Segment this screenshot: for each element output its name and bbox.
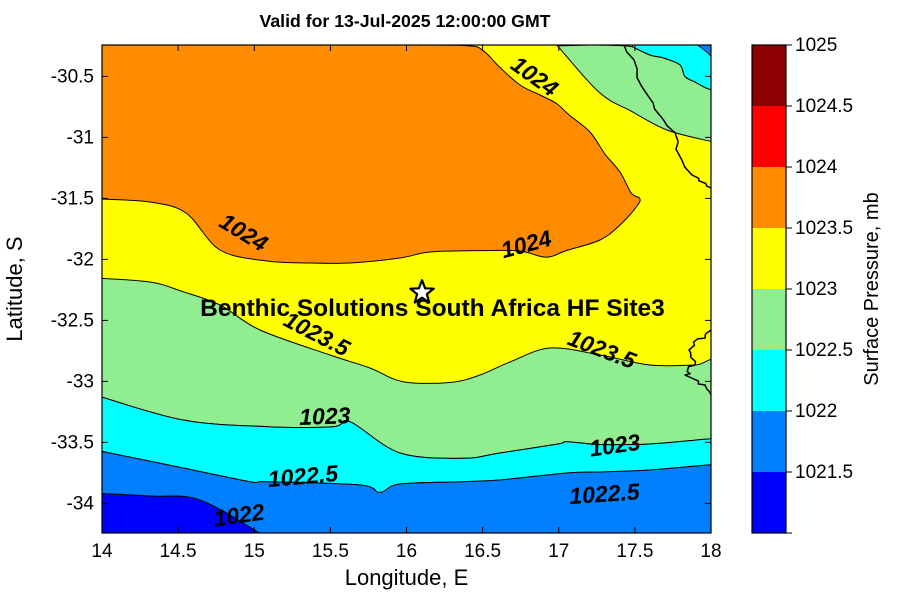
svg-text:-32.5: -32.5 bbox=[51, 311, 94, 332]
svg-text:Latitude, S: Latitude, S bbox=[2, 236, 27, 341]
svg-text:1024: 1024 bbox=[795, 157, 838, 178]
svg-text:1022.5: 1022.5 bbox=[795, 340, 853, 361]
svg-text:1022.5: 1022.5 bbox=[568, 478, 641, 509]
svg-text:-34: -34 bbox=[67, 494, 95, 515]
svg-text:Benthic Solutions South Africa: Benthic Solutions South Africa HF Site3 bbox=[200, 295, 665, 322]
svg-text:16: 16 bbox=[396, 541, 417, 562]
svg-text:1023: 1023 bbox=[795, 279, 837, 300]
svg-text:1023.5: 1023.5 bbox=[795, 218, 853, 239]
svg-text:Surface Pressure, mb: Surface Pressure, mb bbox=[861, 192, 883, 385]
svg-text:18: 18 bbox=[700, 541, 721, 562]
svg-text:16.5: 16.5 bbox=[464, 541, 501, 562]
svg-text:1022: 1022 bbox=[795, 401, 837, 422]
svg-text:14: 14 bbox=[91, 541, 113, 562]
svg-text:17.5: 17.5 bbox=[616, 541, 653, 562]
svg-text:15: 15 bbox=[244, 541, 265, 562]
svg-text:14.5: 14.5 bbox=[160, 541, 197, 562]
svg-text:1021.5: 1021.5 bbox=[795, 462, 853, 483]
svg-text:17: 17 bbox=[548, 541, 569, 562]
svg-text:1025: 1025 bbox=[795, 35, 837, 56]
svg-text:1024.5: 1024.5 bbox=[795, 96, 853, 117]
svg-text:1023: 1023 bbox=[299, 402, 351, 430]
svg-text:15.5: 15.5 bbox=[312, 541, 349, 562]
svg-text:-31: -31 bbox=[67, 128, 94, 149]
svg-text:-32: -32 bbox=[67, 250, 94, 271]
svg-text:Longitude, E: Longitude, E bbox=[345, 565, 469, 590]
svg-text:Valid for 13-Jul-2025 12:00:00: Valid for 13-Jul-2025 12:00:00 GMT bbox=[260, 11, 551, 31]
svg-text:-30.5: -30.5 bbox=[51, 67, 94, 88]
svg-text:-33.5: -33.5 bbox=[51, 433, 94, 454]
svg-text:-31.5: -31.5 bbox=[51, 189, 94, 210]
svg-text:-33: -33 bbox=[67, 372, 94, 393]
